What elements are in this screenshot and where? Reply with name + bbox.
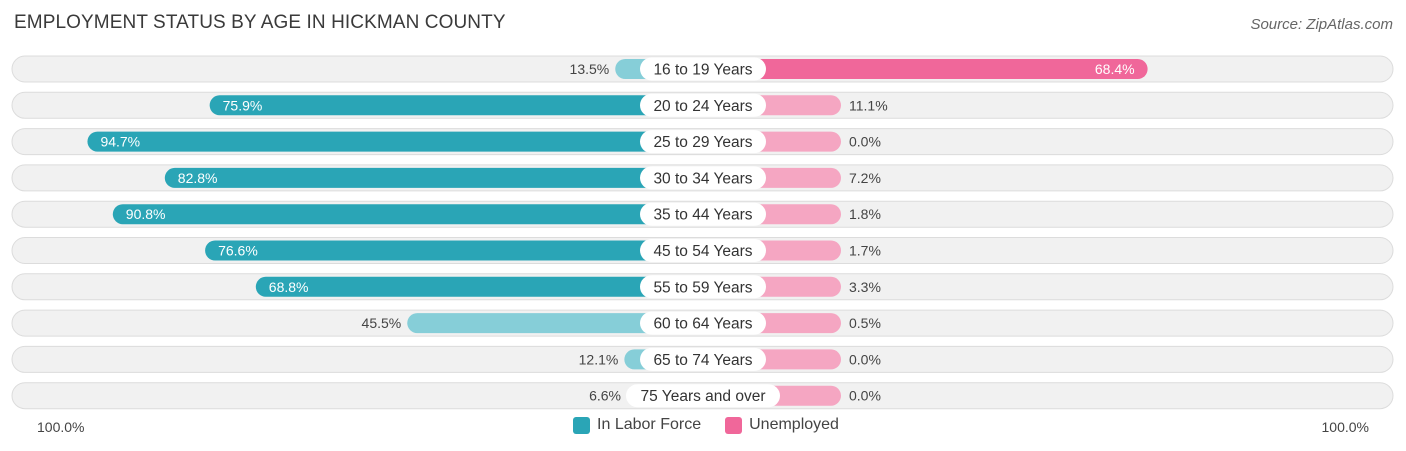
category-pill bbox=[626, 384, 780, 408]
labor-bar[interactable] bbox=[255, 276, 704, 297]
unemployed-value-label: 0.0% bbox=[849, 388, 881, 404]
category-label: 55 to 59 Years bbox=[653, 279, 752, 296]
labor-value-label: 45.5% bbox=[362, 315, 402, 331]
category-pill bbox=[640, 57, 766, 81]
category-pill bbox=[640, 311, 766, 335]
labor-value-label: 13.5% bbox=[570, 61, 610, 77]
category-label: 20 to 24 Years bbox=[653, 98, 752, 115]
labor-value-label: 75.9% bbox=[223, 97, 263, 113]
category-label: 65 to 74 Years bbox=[653, 352, 752, 369]
unemployed-value-label: 1.8% bbox=[849, 206, 881, 222]
unemployed-value-label: 68.4% bbox=[1095, 61, 1135, 77]
unemployed-value-label: 3.3% bbox=[849, 279, 881, 295]
labor-value-label: 82.8% bbox=[178, 170, 218, 186]
legend: In Labor Force Unemployed bbox=[0, 416, 1406, 434]
legend-label-labor: In Labor Force bbox=[597, 416, 702, 433]
category-label: 30 to 34 Years bbox=[653, 170, 752, 187]
category-label: 25 to 29 Years bbox=[653, 134, 752, 151]
labor-value-label: 90.8% bbox=[126, 206, 166, 222]
labor-value-label: 6.6% bbox=[589, 388, 621, 404]
labor-bar[interactable] bbox=[209, 95, 703, 116]
unemployed-value-label: 1.7% bbox=[849, 243, 881, 259]
chart-title: EMPLOYMENT STATUS BY AGE IN HICKMAN COUN… bbox=[14, 12, 506, 33]
source-credit: Source: ZipAtlas.com bbox=[1250, 16, 1393, 33]
labor-bar[interactable] bbox=[112, 204, 704, 225]
category-pill bbox=[640, 130, 766, 154]
category-label: 45 to 54 Years bbox=[653, 243, 752, 260]
legend-item-unemployed[interactable]: Unemployed bbox=[719, 416, 839, 434]
labor-value-label: 94.7% bbox=[100, 134, 140, 150]
category-pill bbox=[640, 93, 766, 117]
axis-right-label: 100.0% bbox=[1322, 419, 1369, 435]
unemployed-value-label: 0.0% bbox=[849, 351, 881, 367]
axis-left-label: 100.0% bbox=[37, 419, 84, 435]
labor-bar[interactable] bbox=[205, 240, 703, 261]
category-pill bbox=[640, 275, 766, 299]
unemployed-value-label: 7.2% bbox=[849, 170, 881, 186]
category-pill bbox=[640, 166, 766, 190]
unemployed-value-label: 0.5% bbox=[849, 315, 881, 331]
category-label: 35 to 44 Years bbox=[653, 207, 752, 224]
category-label: 16 to 19 Years bbox=[653, 62, 752, 79]
legend-swatch-unemployed bbox=[725, 416, 743, 434]
category-pill bbox=[640, 239, 766, 262]
labor-value-label: 12.1% bbox=[579, 351, 619, 367]
legend-swatch-labor bbox=[573, 416, 591, 434]
unemployed-bar[interactable] bbox=[703, 59, 1148, 79]
category-label: 75 Years and over bbox=[641, 388, 766, 405]
category-pill bbox=[640, 202, 766, 226]
labor-bar[interactable] bbox=[87, 131, 703, 152]
legend-label-unemployed: Unemployed bbox=[749, 416, 839, 433]
category-label: 60 to 64 Years bbox=[653, 316, 752, 333]
unemployed-value-label: 0.0% bbox=[849, 134, 881, 150]
legend-item-labor[interactable]: In Labor Force bbox=[567, 416, 701, 434]
labor-bar[interactable] bbox=[407, 313, 703, 334]
category-pill bbox=[640, 347, 766, 371]
unemployed-value-label: 11.1% bbox=[849, 97, 888, 113]
labor-bar[interactable] bbox=[164, 167, 704, 188]
labor-value-label: 68.8% bbox=[269, 279, 309, 295]
labor-value-label: 76.6% bbox=[218, 243, 258, 259]
